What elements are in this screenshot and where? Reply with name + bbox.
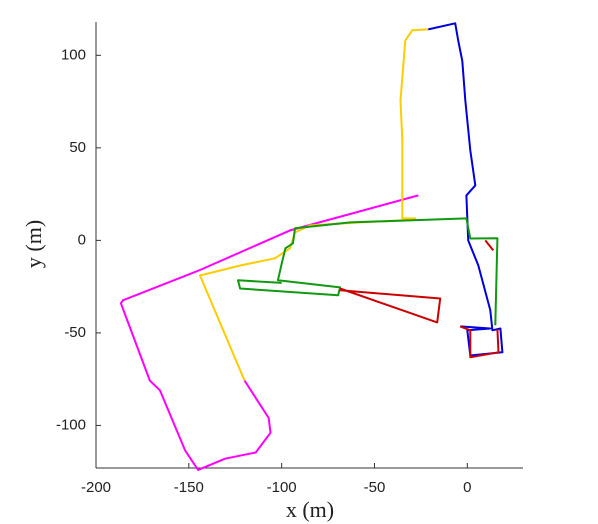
x-axis-label: x (m) [286,497,334,522]
y-tick-label: 100 [61,46,86,63]
y-tick-label: 50 [69,139,86,156]
y-axis-label: y (m) [21,220,46,268]
x-tick-label: -150 [174,479,204,496]
y-tick-label: 0 [78,231,86,248]
x-tick-label: -50 [364,479,386,496]
x-tick-label: 0 [463,479,471,496]
y-tick-label: -50 [64,324,86,341]
trajectory [339,239,500,359]
trajectory [119,194,419,471]
x-tick-label: -200 [81,479,111,496]
x-tick-label: -100 [267,479,297,496]
trajectory [199,28,429,381]
trajectory [237,217,499,326]
y-tick-label: -100 [56,416,86,433]
